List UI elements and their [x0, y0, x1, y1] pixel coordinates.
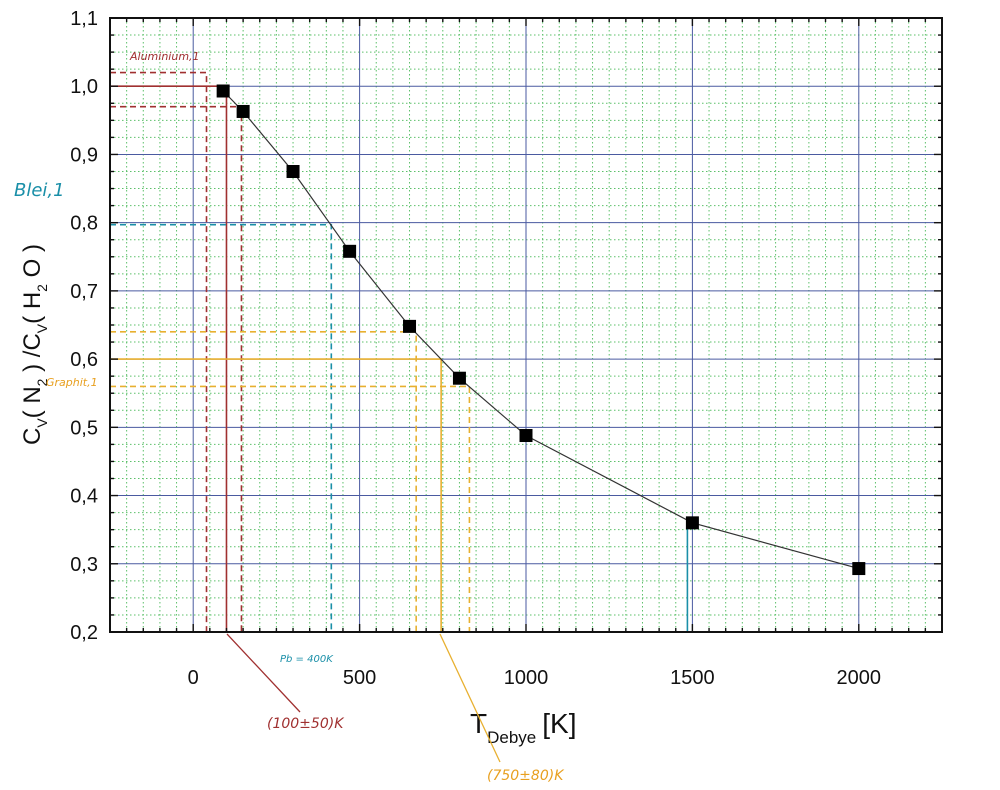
y-tick-label: 0,6	[70, 349, 98, 371]
aluminium-note: (100±50)K	[267, 716, 345, 732]
y-tick-label: 0,3	[70, 554, 98, 576]
data-point	[236, 104, 250, 118]
data-points	[216, 84, 866, 576]
y-tick-label: 0,4	[70, 486, 98, 508]
y-tick-label: 1,1	[70, 8, 98, 30]
data-point	[403, 319, 417, 333]
x-tick-label: 1000	[504, 667, 549, 689]
y-tick-label: 1,0	[70, 76, 98, 98]
graphit-label: Graphit,1	[46, 376, 98, 389]
annotation-dashed-guide	[110, 331, 417, 632]
data-point	[452, 371, 466, 385]
y-tick-label: 0,2	[70, 622, 98, 644]
x-tick-label: 0	[188, 667, 199, 689]
y-tick-label: 0,9	[70, 144, 98, 166]
x-tick-label: 1500	[670, 667, 715, 689]
y-tick-label: 0,8	[70, 213, 98, 235]
x-axis-title: TDebye [K]	[470, 708, 576, 747]
data-point	[685, 516, 699, 530]
y-tick-label: 0,5	[70, 417, 98, 439]
pb-note: Pb = 400K	[280, 654, 334, 665]
data-point	[519, 429, 533, 443]
x-tick-label: 2000	[837, 667, 882, 689]
axis-ticks	[109, 17, 943, 633]
annotation-dashed-guide	[110, 385, 471, 632]
y-tick-labels: 0,2 0,3 0,4 0,5 0,6 0,7 0,8 0,9 1,0 1,1	[70, 8, 98, 644]
aluminium-label: Aluminium,1	[129, 50, 200, 63]
x-tick-labels: 0 500 1000 1500 2000	[188, 667, 881, 689]
annotation-dashed-guide	[110, 71, 208, 632]
data-point	[216, 84, 230, 98]
y-axis-title: CV( N2 ) /CV( H2 O )	[19, 244, 50, 445]
y-tick-label: 0,7	[70, 281, 98, 303]
data-point	[286, 165, 300, 178]
data-point	[852, 562, 866, 576]
graphit-note: (750±80)K	[487, 768, 565, 784]
x-tick-label: 500	[343, 667, 376, 689]
blei-label: Blei,1	[14, 180, 65, 201]
aluminium-note-leader	[226, 633, 301, 713]
data-point	[343, 244, 357, 258]
graphit-note-leader	[439, 633, 501, 763]
